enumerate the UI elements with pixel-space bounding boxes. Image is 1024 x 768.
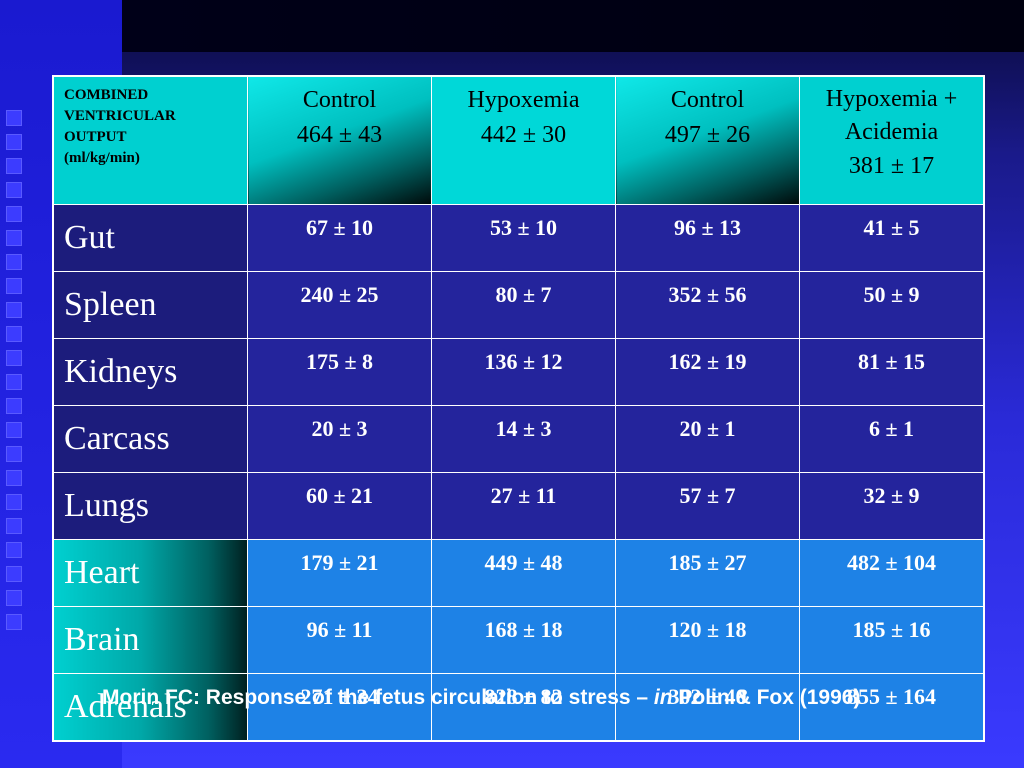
column-total: 464 ± 43: [296, 122, 383, 148]
decor-square: [6, 446, 22, 462]
value-cell: 482 ± 104: [799, 539, 985, 607]
value-cell: 179 ± 21: [247, 539, 432, 607]
organ-label: Kidneys: [52, 338, 248, 406]
table-row: Brain 96 ± 11 168 ± 18 120 ± 18 185 ± 16: [52, 606, 985, 674]
column-header: Control 464 ± 43: [247, 75, 432, 205]
value-cell: 168 ± 18: [431, 606, 616, 674]
citation: Morin FC: Response of the fetus circulat…: [102, 686, 860, 710]
table-row: Gut 67 ± 10 53 ± 10 96 ± 13 41 ± 5: [52, 204, 985, 272]
organ-label: Spleen: [52, 271, 248, 339]
decor-square: [6, 422, 22, 438]
value-cell: 81 ± 15: [799, 338, 985, 406]
header-label-line: OUTPUT: [64, 129, 127, 145]
table-row: Spleen 240 ± 25 80 ± 7 352 ± 56 50 ± 9: [52, 271, 985, 339]
decor-square: [6, 518, 22, 534]
header-label-cell: COMBINED VENTRICULAR OUTPUT (ml/kg/min): [52, 75, 248, 205]
decor-square: [6, 566, 22, 582]
value-cell: 20 ± 1: [615, 405, 800, 473]
value-cell: 185 ± 27: [615, 539, 800, 607]
value-cell: 60 ± 21: [247, 472, 432, 540]
value-cell: 136 ± 12: [431, 338, 616, 406]
value-cell: 50 ± 9: [799, 271, 985, 339]
decor-square: [6, 326, 22, 342]
table-row: Lungs 60 ± 21 27 ± 11 57 ± 7 32 ± 9: [52, 472, 985, 540]
value-cell: 53 ± 10: [431, 204, 616, 272]
citation-source: Polin & Fox (1996): [672, 686, 861, 709]
organ-label: Lungs: [52, 472, 248, 540]
header-label-line: (ml/kg/min): [64, 150, 140, 166]
table-row: Heart 179 ± 21 449 ± 48 185 ± 27 482 ± 1…: [52, 539, 985, 607]
decor-square: [6, 182, 22, 198]
column-header: Hypoxemia + Acidemia 381 ± 17: [799, 75, 985, 205]
value-cell: 162 ± 19: [615, 338, 800, 406]
decor-square: [6, 398, 22, 414]
value-cell: 449 ± 48: [431, 539, 616, 607]
decor-square: [6, 350, 22, 366]
value-cell: 185 ± 16: [799, 606, 985, 674]
column-total: 442 ± 30: [480, 122, 567, 148]
decor-square: [6, 614, 22, 630]
value-cell: 240 ± 25: [247, 271, 432, 339]
value-cell: 175 ± 8: [247, 338, 432, 406]
header-label-line: COMBINED: [64, 87, 149, 103]
header-label-line: VENTRICULAR: [64, 108, 176, 124]
decor-square: [6, 134, 22, 150]
decor-square: [6, 470, 22, 486]
organ-label: Carcass: [52, 405, 248, 473]
column-header: Control 497 ± 26: [615, 75, 800, 205]
decor-square: [6, 206, 22, 222]
decor-square: [6, 278, 22, 294]
decor-square: [6, 302, 22, 318]
value-cell: 271 ± 34: [247, 673, 432, 742]
table-row: Carcass 20 ± 3 14 ± 3 20 ± 1 6 ± 1: [52, 405, 985, 473]
top-decor-band: [122, 0, 1024, 52]
column-name: Hypoxemia + Acidemia: [825, 86, 958, 145]
value-cell: 855 ± 164: [799, 673, 985, 742]
value-cell: 27 ± 11: [431, 472, 616, 540]
value-cell: 96 ± 13: [615, 204, 800, 272]
value-cell: 6 ± 1: [799, 405, 985, 473]
blood-flow-table: COMBINED VENTRICULAR OUTPUT (ml/kg/min) …: [52, 75, 985, 742]
value-cell: 352 ± 56: [615, 271, 800, 339]
organ-label: Brain: [52, 606, 248, 674]
organ-label: Gut: [52, 204, 248, 272]
column-name: Control: [670, 87, 745, 113]
column-total: 497 ± 26: [664, 122, 751, 148]
decor-square: [6, 230, 22, 246]
column-name: Hypoxemia: [467, 87, 580, 113]
decor-square: [6, 110, 22, 126]
decor-squares: [6, 110, 36, 638]
decor-square: [6, 374, 22, 390]
column-total: 381 ± 17: [848, 153, 935, 179]
organ-label: Adrenals: [52, 673, 248, 742]
table-row: Kidneys 175 ± 8 136 ± 12 162 ± 19 81 ± 1…: [52, 338, 985, 406]
citation-italic: in: [653, 686, 673, 709]
decor-square: [6, 158, 22, 174]
decor-square: [6, 542, 22, 558]
value-cell: 96 ± 11: [247, 606, 432, 674]
value-cell: 57 ± 7: [615, 472, 800, 540]
value-cell: 20 ± 3: [247, 405, 432, 473]
value-cell: 41 ± 5: [799, 204, 985, 272]
value-cell: 80 ± 7: [431, 271, 616, 339]
decor-square: [6, 590, 22, 606]
table-row: Adrenals 271 ± 34 828 ± 82 302 ± 40 855 …: [52, 673, 985, 742]
value-cell: 120 ± 18: [615, 606, 800, 674]
column-name: Control: [302, 87, 377, 113]
value-cell: 828 ± 82: [431, 673, 616, 742]
value-cell: 14 ± 3: [431, 405, 616, 473]
value-cell: 67 ± 10: [247, 204, 432, 272]
organ-label: Heart: [52, 539, 248, 607]
header-row: COMBINED VENTRICULAR OUTPUT (ml/kg/min) …: [52, 75, 985, 205]
citation-text: Morin FC: Response of the fetus circulat…: [102, 686, 654, 709]
decor-square: [6, 254, 22, 270]
value-cell: 302 ± 40: [615, 673, 800, 742]
column-header: Hypoxemia 442 ± 30: [431, 75, 616, 205]
value-cell: 32 ± 9: [799, 472, 985, 540]
decor-square: [6, 494, 22, 510]
